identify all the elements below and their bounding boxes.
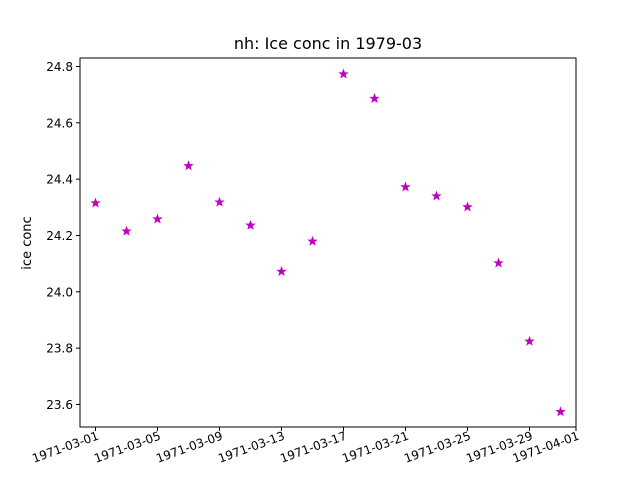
data-point-star xyxy=(214,196,225,207)
data-point-star xyxy=(524,335,535,346)
y-tick-label: 24.8 xyxy=(46,60,73,74)
y-tick-label: 24.2 xyxy=(46,229,73,243)
y-tick-label: 23.8 xyxy=(46,342,73,356)
data-point-star xyxy=(338,68,349,79)
y-tick-label: 23.6 xyxy=(46,398,73,412)
data-point-star xyxy=(276,266,287,276)
y-tick-label: 24.4 xyxy=(46,173,73,187)
plot-area xyxy=(90,68,566,417)
data-point-star xyxy=(462,201,473,212)
y-axis-label: ice conc xyxy=(20,216,35,269)
data-point-star xyxy=(307,235,318,246)
y-tick-label: 24.0 xyxy=(46,285,73,299)
data-point-star xyxy=(152,213,163,224)
y-axis: 23.6 23.8 24.0 24.2 24.4 24.6 24.8 xyxy=(46,60,80,412)
data-point-star xyxy=(431,190,442,201)
data-point-star xyxy=(493,257,504,268)
data-point-star xyxy=(369,93,380,103)
data-point-star xyxy=(245,219,256,230)
data-point-star xyxy=(555,406,566,417)
data-point-star xyxy=(121,225,132,236)
data-point-star xyxy=(400,181,411,192)
axes-frame xyxy=(79,57,577,428)
chart-title: nh: Ice conc in 1979-03 xyxy=(234,34,422,53)
y-tick-label: 24.6 xyxy=(46,116,73,130)
data-point-star xyxy=(183,160,194,171)
data-point-star xyxy=(90,197,101,208)
